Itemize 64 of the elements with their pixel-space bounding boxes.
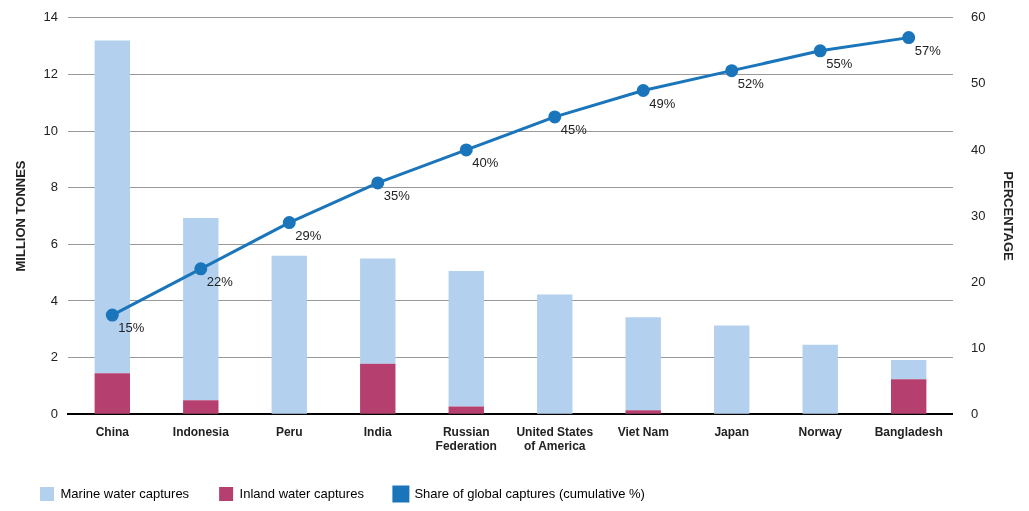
- x-tick-label: Peru: [275, 424, 303, 439]
- point: [548, 110, 562, 124]
- x-tick-label: Russian Federation: [435, 424, 497, 454]
- bar: [94, 373, 130, 414]
- y-axis-title: MILLION TONNES: [13, 160, 29, 272]
- point: [459, 143, 473, 157]
- bar: [537, 294, 573, 414]
- bar: [271, 255, 307, 414]
- data-label: 35%: [383, 188, 411, 204]
- bar: [448, 270, 484, 407]
- bar: [183, 400, 219, 414]
- y-tick-label: 12: [43, 66, 59, 82]
- y-tick-label: 10: [43, 122, 59, 138]
- y-tick-label: 14: [43, 9, 59, 25]
- x-tick-label: India: [363, 424, 393, 439]
- bar: [714, 325, 750, 414]
- bar: [891, 360, 927, 380]
- point: [282, 216, 296, 230]
- x-tick-label: Norway: [798, 424, 843, 439]
- point: [105, 308, 119, 322]
- x-tick-label: United States of America: [516, 424, 594, 454]
- data-label: 57%: [914, 42, 942, 58]
- x-tick-label: Japan: [714, 424, 750, 439]
- x-tick-label: China: [95, 424, 130, 439]
- bar: [891, 379, 927, 414]
- data-label: 22%: [206, 273, 234, 289]
- y2-tick-label: 30: [970, 207, 986, 223]
- bar: [802, 344, 838, 414]
- y2-axis-title: PERCENTAGE: [1000, 171, 1016, 261]
- data-label: 40%: [472, 155, 499, 171]
- x-tick-label: Bangladesh: [874, 424, 943, 439]
- y-tick-label: 4: [50, 292, 59, 308]
- data-label: 55%: [826, 55, 853, 71]
- data-label: 45%: [560, 121, 588, 137]
- y2-tick-label: 60: [970, 9, 986, 25]
- data-label: 29%: [295, 227, 322, 243]
- y2-tick-label: 50: [970, 75, 986, 91]
- legend-label: Marine water captures: [60, 485, 190, 501]
- y2-tick-label: 10: [970, 339, 986, 355]
- y2-tick-label: 0: [970, 405, 979, 421]
- y2-tick-label: 40: [970, 141, 986, 157]
- bar: [360, 258, 396, 364]
- point: [725, 64, 739, 78]
- y2-tick-label: 20: [970, 273, 986, 289]
- point: [636, 83, 650, 97]
- legend-label: Share of global captures (cumulative %): [414, 485, 645, 501]
- y-tick-label: 6: [50, 235, 59, 251]
- data-label: 15%: [118, 320, 145, 336]
- point: [902, 31, 916, 45]
- y-tick-label: 8: [50, 179, 59, 195]
- bar: [625, 317, 661, 411]
- bar: [625, 410, 661, 414]
- bar: [448, 406, 484, 414]
- x-tick-label: Viet Nam: [617, 424, 669, 439]
- data-label: 49%: [649, 95, 676, 111]
- point: [194, 262, 208, 276]
- point: [371, 176, 385, 190]
- data-label: 52%: [737, 75, 765, 91]
- point: [813, 44, 827, 58]
- y-tick-label: 0: [50, 405, 59, 421]
- bar: [360, 363, 396, 414]
- legend-label: Inland water captures: [239, 485, 365, 501]
- y-tick-label: 2: [50, 349, 59, 365]
- x-tick-label: Indonesia: [172, 424, 230, 439]
